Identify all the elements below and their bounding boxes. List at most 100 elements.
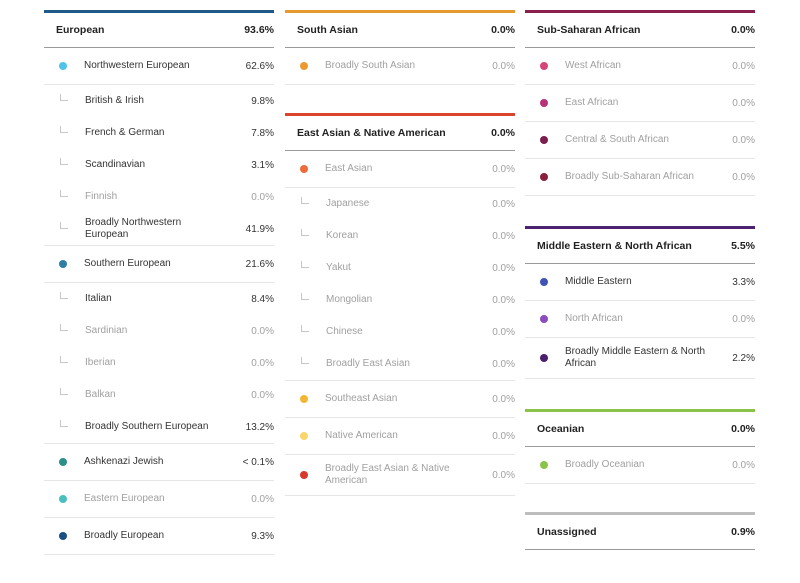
- subregion-row-scandinavian[interactable]: Scandinavian 3.1%: [44, 149, 274, 181]
- subregion-row-british-and-irish[interactable]: British & Irish 9.8%: [44, 85, 274, 117]
- region-row-eastern-european[interactable]: Eastern European 0.0%: [44, 481, 274, 518]
- color-dot-icon: [300, 471, 308, 479]
- row-label: Chinese: [326, 326, 363, 337]
- row-label: East Asian: [325, 163, 373, 174]
- row-label: British & Irish: [85, 95, 144, 106]
- panel-header[interactable]: Sub-Saharan African 0.0%: [525, 13, 755, 48]
- panel-header[interactable]: Oceanian 0.0%: [525, 412, 755, 447]
- row-percent: 0.0%: [492, 198, 515, 210]
- row-percent: 13.2%: [245, 421, 274, 433]
- panel-header[interactable]: Middle Eastern & North African 5.5%: [525, 229, 755, 264]
- subregion-row-iberian[interactable]: Iberian 0.0%: [44, 347, 274, 379]
- panel-header[interactable]: Unassigned 0.9%: [525, 515, 755, 550]
- tree-branch-icon: [60, 387, 68, 395]
- color-dot-icon: [300, 62, 308, 70]
- subregion-row-sardinian[interactable]: Sardinian 0.0%: [44, 315, 274, 347]
- panel-south-asian: South Asian 0.0% Broadly South Asian 0.0%: [285, 10, 515, 85]
- region-row-north-african[interactable]: North African 0.0%: [525, 301, 755, 338]
- row-percent: 0.0%: [492, 230, 515, 242]
- panel-oceanian: Oceanian 0.0% Broadly Oceanian 0.0%: [525, 409, 755, 484]
- row-percent: 0.0%: [492, 430, 515, 442]
- region-row-broadly-east-asian-and-native-american[interactable]: Broadly East Asian & Native American 0.0%: [285, 455, 515, 496]
- subregion-row-broadly-northwestern-european[interactable]: Broadly Northwestern European 41.9%: [44, 213, 274, 246]
- region-row-west-african[interactable]: West African 0.0%: [525, 48, 755, 85]
- row-label: Balkan: [85, 389, 116, 400]
- row-percent: 3.1%: [251, 159, 274, 171]
- subregion-row-chinese[interactable]: Chinese 0.0%: [285, 316, 515, 348]
- subregion-row-yakut[interactable]: Yakut 0.0%: [285, 252, 515, 284]
- row-label: Central & South African: [565, 134, 669, 145]
- region-row-east-african[interactable]: East African 0.0%: [525, 85, 755, 122]
- region-row-middle-eastern[interactable]: Middle Eastern 3.3%: [525, 264, 755, 301]
- row-percent: 0.0%: [732, 313, 755, 325]
- row-label: Middle Eastern: [565, 276, 632, 287]
- row-label: Broadly European: [84, 530, 165, 541]
- region-row-east-asian[interactable]: East Asian 0.0%: [285, 151, 515, 188]
- row-label-group: Korean: [285, 228, 358, 242]
- subregion-row-korean[interactable]: Korean 0.0%: [285, 220, 515, 252]
- row-percent: < 0.1%: [242, 456, 274, 468]
- subregion-row-broadly-southern-european[interactable]: Broadly Southern European 13.2%: [44, 411, 274, 444]
- row-label: Broadly Middle Eastern & North African: [565, 346, 706, 369]
- row-label-group: Ashkenazi Jewish: [44, 456, 163, 468]
- region-row-broadly-oceanian[interactable]: Broadly Oceanian 0.0%: [525, 447, 755, 484]
- panel-european: European 93.6% Northwestern European 62.6% B…: [44, 10, 274, 555]
- panel-header[interactable]: East Asian & Native American 0.0%: [285, 116, 515, 151]
- color-dot-icon: [540, 62, 548, 70]
- region-row-southeast-asian[interactable]: Southeast Asian 0.0%: [285, 381, 515, 418]
- row-label-group: Broadly East Asian: [285, 356, 410, 370]
- row-label-group: British & Irish: [44, 93, 144, 107]
- region-row-broadly-middle-eastern-and-north-african[interactable]: Broadly Middle Eastern & North African 2.…: [525, 338, 755, 379]
- row-label: Mongolian: [326, 294, 373, 305]
- region-row-southern-european[interactable]: Southern European 21.6%: [44, 246, 274, 283]
- row-label-group: Northwestern European: [44, 60, 190, 72]
- tree-branch-icon: [301, 324, 309, 332]
- row-label-group: Finnish: [44, 189, 117, 203]
- row-label-group: Broadly Southern European: [44, 419, 208, 433]
- subregion-row-japanese[interactable]: Japanese 0.0%: [285, 188, 515, 220]
- subregion-row-balkan[interactable]: Balkan 0.0%: [44, 379, 274, 411]
- row-percent: 9.8%: [251, 95, 274, 107]
- subregion-row-finnish[interactable]: Finnish 0.0%: [44, 181, 274, 213]
- panel-title: South Asian: [297, 24, 358, 36]
- row-label-group: Broadly Middle Eastern & North African: [525, 346, 707, 370]
- row-percent: 0.0%: [492, 163, 515, 175]
- region-row-ashkenazi-jewish[interactable]: Ashkenazi Jewish < 0.1%: [44, 444, 274, 481]
- tree-branch-icon: [60, 157, 68, 165]
- region-row-central-and-south-african[interactable]: Central & South African 0.0%: [525, 122, 755, 159]
- panel-title: Unassigned: [537, 526, 597, 538]
- subregion-row-broadly-east-asian[interactable]: Broadly East Asian 0.0%: [285, 348, 515, 381]
- panel-title: Middle Eastern & North African: [537, 240, 692, 252]
- subregion-row-mongolian[interactable]: Mongolian 0.0%: [285, 284, 515, 316]
- row-label: Northwestern European: [84, 60, 190, 71]
- column-african-middle-east-oceanian: Sub-Saharan African 0.0% West African 0.0% E…: [525, 10, 755, 578]
- row-percent: 8.4%: [251, 293, 274, 305]
- subregion-row-italian[interactable]: Italian 8.4%: [44, 283, 274, 315]
- region-row-northwestern-european[interactable]: Northwestern European 62.6%: [44, 48, 274, 85]
- panel-unassigned: Unassigned 0.9%: [525, 512, 755, 550]
- color-dot-icon: [300, 165, 308, 173]
- region-row-broadly-south-asian[interactable]: Broadly South Asian 0.0%: [285, 48, 515, 85]
- region-row-broadly-european[interactable]: Broadly European 9.3%: [44, 518, 274, 555]
- color-dot-icon: [59, 458, 67, 466]
- row-label: East African: [565, 97, 619, 108]
- row-label-group: West African: [525, 60, 621, 72]
- row-percent: 41.9%: [245, 223, 274, 235]
- panel-header[interactable]: South Asian 0.0%: [285, 13, 515, 48]
- subregion-row-french-and-german[interactable]: French & German 7.8%: [44, 117, 274, 149]
- row-label: Eastern European: [84, 493, 165, 504]
- tree-branch-icon: [60, 419, 68, 427]
- row-label: Italian: [85, 293, 112, 304]
- row-label-group: Broadly Sub-Saharan African: [525, 171, 694, 183]
- row-label-group: Eastern European: [44, 493, 165, 505]
- row-percent: 21.6%: [245, 258, 274, 270]
- row-percent: 0.0%: [732, 134, 755, 146]
- region-row-native-american[interactable]: Native American 0.0%: [285, 418, 515, 455]
- row-label: Yakut: [326, 262, 351, 273]
- panel-header[interactable]: European 93.6%: [44, 13, 274, 48]
- color-dot-icon: [540, 278, 548, 286]
- tree-branch-icon: [60, 93, 68, 101]
- region-row-broadly-sub-saharan-african[interactable]: Broadly Sub-Saharan African 0.0%: [525, 159, 755, 196]
- color-dot-icon: [540, 315, 548, 323]
- row-percent: 3.3%: [732, 276, 755, 288]
